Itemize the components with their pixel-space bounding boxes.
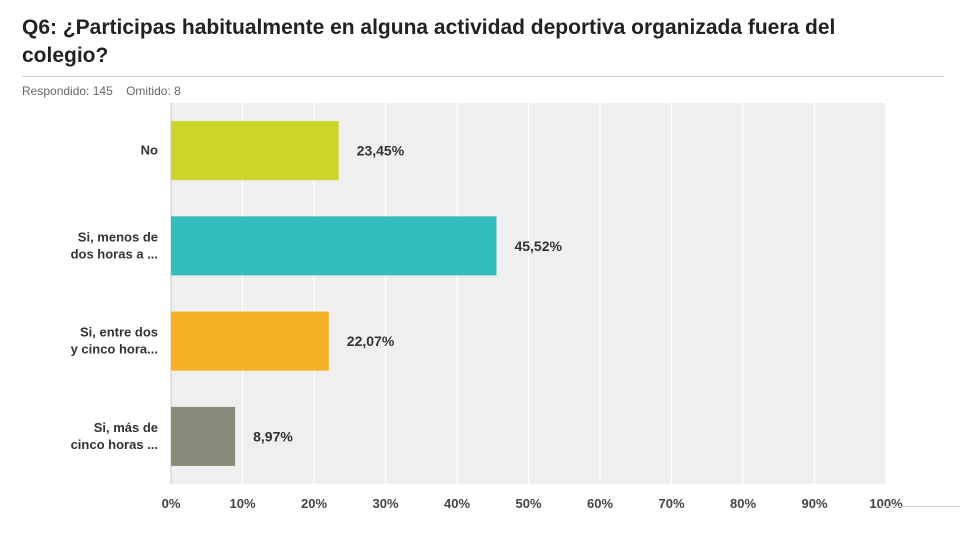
data-label: 8,97%: [253, 428, 293, 444]
x-tick-label: 20%: [301, 496, 327, 511]
x-tick-label: 10%: [229, 496, 255, 511]
category-label: Si, menos de dos horas a ...: [71, 229, 158, 261]
category-label: Si, más de cinco horas ...: [71, 420, 158, 452]
x-tick-label: 0%: [162, 496, 181, 511]
data-label: 23,45%: [357, 143, 405, 159]
question-title: Q6: ¿Participas habitualmente en alguna …: [22, 16, 836, 67]
title-divider: [22, 76, 944, 77]
x-tick-label: 100%: [869, 496, 903, 511]
bar: [171, 311, 329, 371]
category-label: Si, entre dos y cinco hora...: [71, 325, 158, 357]
bar: [171, 216, 497, 276]
data-label: 45,52%: [514, 238, 562, 254]
bars: [171, 121, 497, 466]
x-tick-label: 80%: [730, 496, 756, 511]
x-tick-label: 30%: [372, 496, 398, 511]
answered-count: Respondido: 145: [22, 84, 113, 98]
value-labels: 23,45% 45,52% 22,07% 8,97%: [253, 143, 562, 445]
response-summary: Respondido: 145 Omitido: 8: [22, 84, 181, 98]
footer-divider: [880, 506, 960, 507]
x-tick-label: 40%: [444, 496, 470, 511]
x-tick-label: 90%: [801, 496, 827, 511]
bar: [171, 121, 339, 181]
x-tick-label: 60%: [587, 496, 613, 511]
x-tick-label: 50%: [515, 496, 541, 511]
skipped-count: Omitido: 8: [126, 84, 181, 98]
bar: [171, 406, 236, 466]
category-labels: No Si, menos de dos horas a ... Si, entre d…: [71, 143, 158, 452]
category-label: No: [141, 143, 158, 158]
x-axis-ticks: 0% 10% 20% 30% 40% 50% 60% 70% 80% 90% 100%: [162, 496, 903, 511]
data-label: 22,07%: [347, 333, 395, 349]
x-tick-label: 70%: [658, 496, 684, 511]
